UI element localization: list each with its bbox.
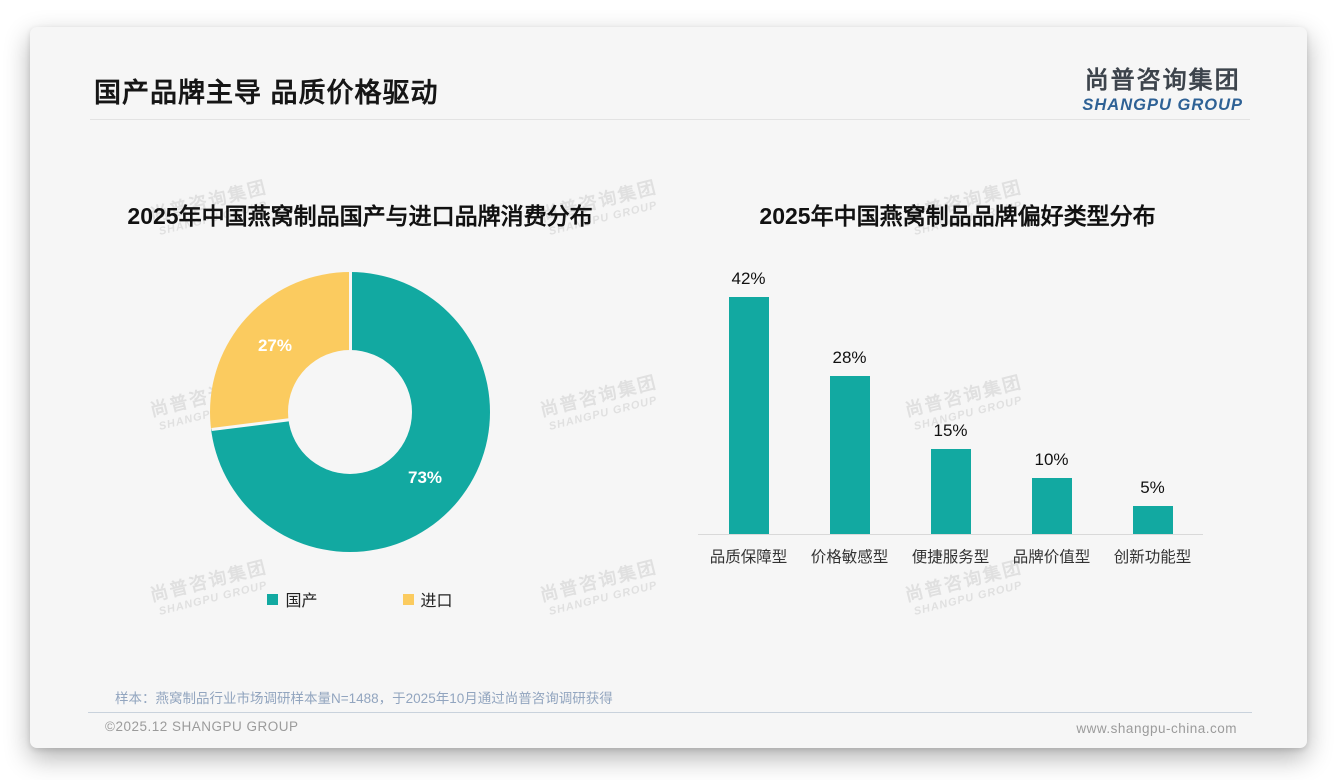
donut-slice-label: 27% <box>257 335 292 355</box>
bar <box>829 376 870 534</box>
bar-value-label: 10% <box>1034 450 1069 469</box>
bar-value-label: 5% <box>1140 478 1165 497</box>
footer-divider <box>88 712 1252 713</box>
legend-swatch <box>267 593 279 605</box>
bar-column: 5% <box>1102 478 1203 534</box>
bar-chart: 42% 28% 15% 10% 5% <box>698 250 1203 535</box>
bar-chart-categories: 品质保障型 价格敏感型 便捷服务型 品牌价值型 创新功能型 <box>698 545 1203 567</box>
header-divider <box>90 119 1250 120</box>
legend-label: 进口 <box>420 593 453 610</box>
brand-logo-en: SHANGPU GROUP <box>1082 96 1243 114</box>
sample-note: 样本：燕窝制品行业市场调研样本量N=1488，于2025年10月通过尚普咨询调研… <box>115 691 613 706</box>
bar <box>1132 506 1173 534</box>
bar-category-label: 品质保障型 <box>709 549 788 566</box>
bar <box>930 449 971 534</box>
brand-logo: 尚普咨询集团 SHANGPU GROUP <box>1082 60 1243 115</box>
slide-content: 国产品牌主导 品质价格驱动 尚普咨询集团 SHANGPU GROUP 2025年… <box>30 27 1307 748</box>
bar <box>1031 478 1072 534</box>
website-text: www.shangpu-china.com <box>1076 721 1237 736</box>
legend-item: 进口 <box>402 587 453 611</box>
bar-category-label: 便捷服务型 <box>911 549 990 566</box>
bar-chart-title: 2025年中国燕窝制品品牌偏好类型分布 <box>759 203 1156 229</box>
legend-label: 国产 <box>285 593 318 610</box>
bar-column: 10% <box>1001 450 1102 534</box>
bar-category-label: 创新功能型 <box>1113 549 1192 566</box>
brand-logo-cn: 尚普咨询集团 <box>1084 67 1241 94</box>
bar <box>728 297 769 534</box>
donut-legend: 国产 进口 <box>85 587 635 611</box>
donut-slice-label: 73% <box>407 468 443 488</box>
bar-column: 42% <box>698 269 799 534</box>
donut-slice-separator <box>348 272 352 412</box>
legend-swatch <box>402 593 414 605</box>
donut-chart: 73% 27% <box>210 272 490 552</box>
bar-column: 15% <box>900 421 1001 534</box>
bar-value-label: 28% <box>832 348 867 367</box>
page-title: 国产品牌主导 品质价格驱动 <box>94 78 439 108</box>
bar-column: 28% <box>799 348 900 534</box>
bar-category-label: 价格敏感型 <box>810 549 889 566</box>
donut-hole <box>288 350 412 474</box>
bar-category-label: 品牌价值型 <box>1012 549 1091 566</box>
bar-value-label: 15% <box>933 421 968 440</box>
donut-chart-title: 2025年中国燕窝制品国产与进口品牌消费分布 <box>127 203 593 229</box>
copyright-text: ©2025.12 SHANGPU GROUP <box>105 719 299 734</box>
slide-card: 尚普咨询集团 SHANGPU GROUP 尚普咨询集团 SHANGPU GROUP 尚普… <box>30 27 1307 748</box>
legend-item: 国产 <box>267 587 318 611</box>
bar-value-label: 42% <box>731 269 766 288</box>
